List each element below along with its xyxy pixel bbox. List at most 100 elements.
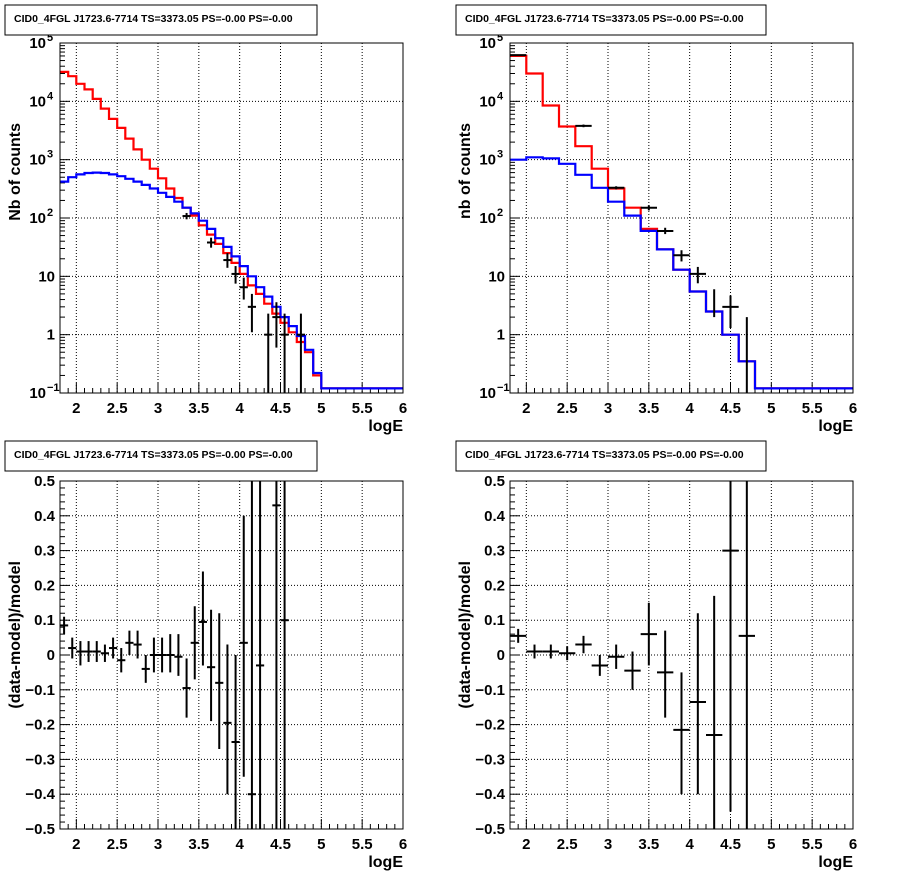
chart-title: CID0_4FGL J1723.6-7714 TS=3373.05 PS=-0.…: [465, 449, 744, 461]
data-points: [182, 212, 305, 393]
data-point: [280, 481, 289, 829]
y-tick-label: 10: [479, 152, 496, 169]
y-tick-label: 0: [497, 647, 505, 664]
y-axis-title: (data-model)/model: [457, 561, 474, 709]
x-tick-label: 4: [685, 836, 694, 853]
plot-frame: [509, 42, 854, 394]
x-tick-label: 4.5: [720, 400, 741, 417]
x-tick-label: 6: [849, 836, 857, 853]
x-tick-label: 2.5: [557, 400, 578, 417]
y-tick-label: 0.4: [34, 508, 56, 525]
y-tick-label-exponent: 2: [47, 207, 53, 219]
plot-frame: [59, 480, 404, 830]
data-point: [657, 227, 674, 235]
data-point: [133, 630, 142, 659]
y-tick-label-exponent: 4: [47, 90, 54, 102]
y-tick-label: 10: [29, 35, 46, 52]
x-tick-label: 4.5: [270, 836, 291, 853]
y-tick-label: −0.2: [475, 717, 505, 734]
data-point: [673, 250, 690, 262]
x-tick-label: 6: [399, 400, 407, 417]
x-tick-label: 4: [235, 836, 244, 853]
data-points: [510, 54, 748, 393]
data-point: [657, 630, 674, 718]
y-tick-label: 0.5: [484, 473, 505, 490]
data-point: [575, 635, 592, 654]
data-point: [190, 606, 199, 680]
y-tick-labels: −0.5 −0.4 −0.3 −0.2 −0.1 0 0.1 0.2 0.3 0.4 0.5: [25, 473, 55, 838]
x-tick-label: 2.5: [107, 400, 128, 417]
x-tick-label: 5: [767, 400, 775, 417]
title-box: [4, 440, 318, 472]
x-tick-label: 4.5: [270, 400, 291, 417]
chart-title: CID0_4FGL J1723.6-7714 TS=3373.05 PS=-0.…: [465, 13, 744, 25]
x-axis-title: logE: [818, 854, 853, 871]
x-tick-label: 2: [72, 836, 80, 853]
y-tick-label: 0.5: [34, 473, 55, 490]
data-point: [60, 616, 69, 635]
data-point: [231, 655, 240, 829]
data-point: [76, 641, 85, 666]
data-point: [640, 205, 657, 211]
y-tick-label: 0.2: [34, 577, 55, 594]
data-point: [640, 602, 657, 666]
data-point: [559, 646, 576, 661]
y-tick-label: 0.1: [34, 612, 55, 629]
x-tick-labels: 2 2.5 3 3.5 4 4.5 5 5.5 6: [522, 400, 857, 417]
data-point: [624, 651, 641, 690]
data-point: [706, 595, 723, 829]
series-line-2: [60, 171, 403, 390]
data-point: [510, 628, 527, 643]
y-tick-label: −0.2: [25, 717, 55, 734]
y-tick-label: 10: [29, 152, 46, 169]
y-tick-label-exponent: 5: [47, 32, 53, 44]
x-tick-label: 2: [522, 400, 530, 417]
x-tick-label: 5: [317, 400, 325, 417]
data-point: [207, 237, 216, 248]
y-tick-label: −0.3: [475, 751, 505, 768]
y-tick-label: 0: [47, 647, 55, 664]
x-tick-label: 5: [767, 836, 775, 853]
data-point: [608, 186, 625, 190]
x-tick-label: 4: [685, 400, 694, 417]
data-point: [608, 644, 625, 669]
y-tick-label: −0.5: [25, 821, 55, 838]
data-point: [247, 293, 256, 333]
data-point: [84, 641, 93, 662]
y-tick-label: 1: [47, 327, 55, 344]
y-tick-label: 10: [488, 268, 505, 285]
data-point: [125, 630, 134, 655]
data-point: [722, 295, 739, 329]
data-point: [296, 313, 305, 393]
title-box: [455, 440, 767, 472]
data-point: [215, 613, 224, 749]
data-point: [239, 515, 248, 777]
y-tick-label: 0.2: [484, 577, 505, 594]
y-tick-label: −0.4: [25, 786, 55, 803]
data-points: [60, 481, 289, 829]
data-point: [689, 613, 706, 795]
y-tick-label: 0.1: [484, 612, 505, 629]
x-tick-label: 3: [154, 836, 162, 853]
data-point: [68, 637, 77, 659]
title-box: [455, 4, 767, 36]
data-point: [198, 571, 207, 666]
chart-title: CID0_4FGL J1723.6-7714 TS=3373.05 PS=-0.…: [14, 13, 293, 25]
plot-frame: [59, 42, 404, 394]
axis-ticks: [509, 480, 854, 830]
y-axis-title: Nb of counts: [7, 123, 24, 221]
x-axis-title: logE: [368, 854, 403, 871]
data-point: [109, 637, 118, 659]
data-point: [247, 481, 256, 829]
axis-ticks: [59, 42, 404, 394]
chart-panel-3: 2 2.5 3 3.5 4 4.5 5 5.5 6 −0.5 −0.4 −0.3 −0.2 −0.1 0 0.…: [4, 440, 407, 871]
x-tick-label: 6: [399, 836, 407, 853]
data-point: [280, 313, 289, 393]
x-tick-label: 2: [522, 836, 530, 853]
data-point: [223, 253, 232, 268]
data-point: [92, 641, 101, 662]
data-point: [526, 644, 543, 659]
